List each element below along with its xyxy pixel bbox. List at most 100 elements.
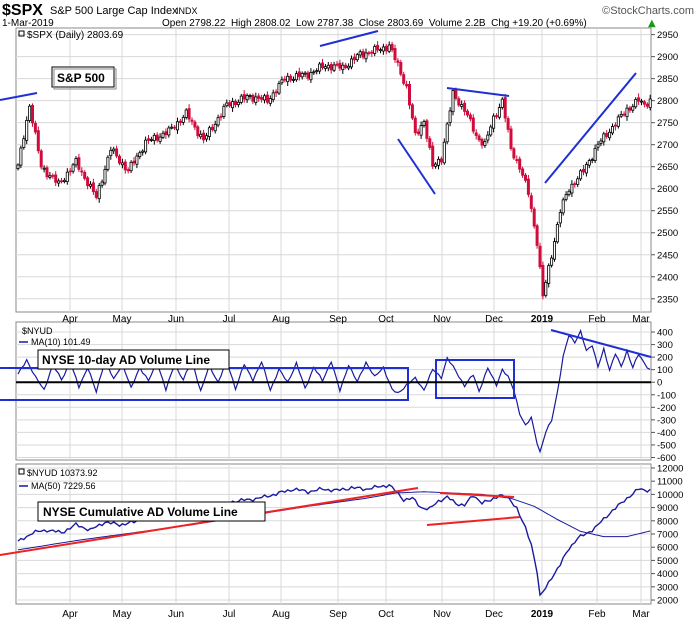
axis-tick-label: 2900: [657, 52, 678, 63]
price-candle: [579, 169, 583, 181]
price-candle: [265, 91, 269, 105]
price-candle: [323, 63, 327, 72]
price-candle: [155, 132, 159, 143]
price-candle: [416, 128, 420, 136]
price-candle: [178, 118, 182, 126]
price-candle: [36, 126, 40, 154]
price-candle: [425, 118, 429, 143]
price-candle: [216, 114, 220, 128]
month-label: May: [113, 314, 132, 325]
axis-tick-label: -100: [657, 390, 676, 401]
price-candle: [625, 104, 629, 121]
axis-tick-label: 0: [657, 378, 662, 389]
axis-tick-label: 2350: [657, 294, 678, 305]
price-candle: [596, 141, 600, 151]
trendline-nov-dec-top: [446, 87, 510, 97]
price-candle: [68, 167, 72, 176]
ad-volume-annotation-label: NYSE 10-day AD Volume Line: [42, 353, 210, 367]
price-candle: [486, 131, 490, 144]
price-candle: [16, 163, 20, 171]
cumulative-ad-axis: 2000 3000 4000 5000 6000 7000 8000 9000 10000 110…: [651, 463, 683, 607]
ad-divergence-line: [550, 329, 652, 358]
price-candle: [535, 223, 539, 249]
month-axis: Apr Apr May May Jun Jun Jul Jul Aug Aug Sep Sep Oct O…: [62, 314, 650, 620]
price-candle: [619, 110, 623, 119]
month-label: Feb: [588, 314, 606, 325]
price-candle: [25, 116, 29, 145]
price-candle: [262, 93, 266, 104]
cumulative-annotation: NYSE Cumulative AD Volume Line: [37, 501, 266, 522]
price-candle: [39, 149, 43, 170]
price-candle: [512, 146, 516, 160]
price-candle: [547, 263, 551, 288]
month-label: Sep: [329, 314, 347, 325]
price-candle: [376, 41, 380, 53]
price-candle: [236, 99, 240, 108]
price-candle: [344, 62, 348, 70]
price-candle: [422, 119, 426, 128]
price-candle: [445, 121, 449, 145]
price-candle: [396, 58, 400, 67]
axis-tick-label: 400: [657, 328, 673, 339]
price-candle: [149, 136, 153, 142]
price-candle: [297, 67, 301, 81]
price-candle: [640, 98, 644, 106]
axis-tick-label: 2650: [657, 162, 678, 173]
price-candle: [268, 95, 272, 107]
price-candle: [329, 62, 333, 74]
price-candle: [616, 114, 620, 129]
month-label: Oct: [378, 314, 394, 325]
price-candle: [631, 103, 635, 113]
price-candle: [599, 138, 603, 147]
month-label: Mar: [632, 314, 650, 325]
axis-tick-label: 2000: [657, 596, 678, 607]
axis-tick-label: 2700: [657, 140, 678, 151]
price-candle: [152, 132, 156, 145]
header-date: 1-Mar-2019: [2, 18, 54, 29]
month-label: 2019: [531, 609, 554, 620]
price-candle: [144, 136, 148, 155]
price-candle: [274, 89, 278, 97]
axis-tick-label: 3000: [657, 582, 678, 593]
axis-tick-label: 200: [657, 353, 673, 364]
price-candle: [564, 191, 568, 202]
price-candle: [402, 71, 406, 86]
cumulative-annotation-label: NYSE Cumulative AD Volume Line: [43, 505, 238, 519]
axis-tick-label: 5000: [657, 556, 678, 567]
ad-ma-legend: MA(10) 101.49: [31, 337, 91, 347]
month-label: May: [113, 609, 132, 620]
price-candle: [190, 117, 194, 126]
price-candle: [393, 44, 397, 63]
price-candle: [434, 162, 438, 169]
axis-tick-label: 2600: [657, 184, 678, 195]
month-label: Dec: [485, 314, 503, 325]
axis-tick-label: -300: [657, 415, 676, 426]
price-candle: [303, 71, 307, 78]
price-candle: [448, 107, 452, 127]
price-candle: [320, 59, 324, 70]
price-candle: [161, 130, 165, 140]
price-legend: $SPX (Daily) 2803.69: [18, 30, 124, 41]
grid-lines: [16, 28, 651, 604]
price-candle: [332, 61, 336, 73]
price-candle: [492, 113, 496, 133]
price-candle: [413, 115, 417, 136]
price-candle: [405, 80, 409, 89]
axis-tick-label: -600: [657, 453, 676, 464]
price-candle: [642, 99, 646, 108]
price-candle: [257, 93, 261, 102]
price-candle: [103, 165, 107, 186]
axis-tick-label: 9000: [657, 503, 678, 514]
price-candle: [602, 131, 606, 146]
price-candle: [532, 206, 536, 229]
price-candle: [474, 129, 478, 140]
cum-legend-label: $NYUD 10373.92: [27, 468, 98, 478]
price-axis: 2350 2400 2450 2500 2550 2600 2650 2700 2750 2800…: [651, 30, 678, 305]
month-label: Jul: [223, 609, 236, 620]
price-candle: [384, 44, 388, 55]
price-candle: [526, 174, 530, 198]
price-candle: [202, 129, 206, 144]
sp500-annotation-label: S&P 500: [57, 71, 105, 85]
price-candle: [419, 121, 423, 139]
price-candle: [222, 103, 226, 119]
